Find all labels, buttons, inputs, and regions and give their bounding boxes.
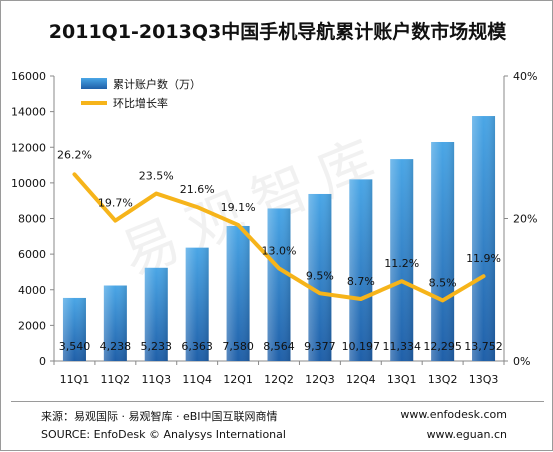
bar-value-label: 3,540 xyxy=(59,340,91,353)
legend-bar-label: 累计账户数（万） xyxy=(113,77,201,91)
footer-divider xyxy=(11,401,544,402)
line-value-label: 19.7% xyxy=(98,197,133,210)
line-value-label: 13.0% xyxy=(262,244,297,257)
footer-url-enfodesk[interactable]: www.enfodesk.com xyxy=(400,408,507,421)
line-value-label: 23.5% xyxy=(139,170,174,183)
bar-shading xyxy=(390,159,414,361)
x-tick-label: 11Q2 xyxy=(101,373,131,386)
line-value-label: 8.7% xyxy=(347,275,375,288)
x-tick-label: 12Q3 xyxy=(305,373,335,386)
line-value-label: 26.2% xyxy=(57,148,92,161)
y-left-tick-label: 2000 xyxy=(18,319,46,332)
bar-value-label: 5,233 xyxy=(141,340,173,353)
legend-line-label: 环比增长率 xyxy=(113,96,168,110)
bar-shading xyxy=(144,267,168,361)
bar-value-label: 6,363 xyxy=(181,340,213,353)
line-value-label: 11.2% xyxy=(384,257,419,270)
bar-value-label: 8,564 xyxy=(263,340,295,353)
x-tick-label: 11Q1 xyxy=(60,373,90,386)
line-value-label: 9.5% xyxy=(306,269,334,282)
y-left-tick-label: 4000 xyxy=(18,284,46,297)
chart-title: 2011Q1-2013Q3中国手机导航累计账户数市场规模 xyxy=(48,21,507,43)
bar-shading xyxy=(472,116,496,361)
y-left-tick-label: 8000 xyxy=(18,213,46,226)
x-tick-label: 11Q3 xyxy=(141,373,171,386)
bar-value-label: 11,334 xyxy=(382,340,421,353)
bar-value-label: 13,752 xyxy=(464,340,503,353)
x-tick-label: 12Q4 xyxy=(346,373,376,386)
bar-shading xyxy=(431,141,455,361)
footer-url-eguan[interactable]: www.eguan.cn xyxy=(426,428,507,441)
legend: 累计账户数（万） 环比增长率 xyxy=(81,77,201,110)
x-tick-label: 12Q1 xyxy=(223,373,253,386)
data-labels: 3,540 4,238 5,233 6,363 7,580 8,564 9,377 10,19… xyxy=(57,148,503,353)
bar-shading xyxy=(185,247,209,361)
line-value-label: 21.6% xyxy=(180,183,215,196)
y-left-tick-label: 6000 xyxy=(18,248,46,261)
axes: 0 2000 4000 6000 8000 10000 12000 14000 16000 0% 2… xyxy=(11,70,537,386)
y-left-tick-label: 12000 xyxy=(11,141,46,154)
y-right-tick-label: 40% xyxy=(513,70,537,83)
x-tick-label: 13Q1 xyxy=(387,373,417,386)
y-left-tick-label: 16000 xyxy=(11,70,46,83)
bar-value-label: 12,295 xyxy=(423,340,462,353)
x-tick-label: 13Q3 xyxy=(469,373,499,386)
bar-shading xyxy=(349,179,373,361)
line-value-label: 11.9% xyxy=(466,252,501,265)
bar-value-label: 4,238 xyxy=(100,340,132,353)
x-tick-label: 13Q2 xyxy=(428,373,458,386)
growth-line-path xyxy=(72,172,486,303)
bar-value-label: 9,377 xyxy=(304,340,336,353)
bar-shading xyxy=(226,225,250,361)
bar-shading xyxy=(103,285,127,361)
line-value-label: 8.5% xyxy=(429,276,457,289)
bar-shading xyxy=(62,297,86,361)
bar-shading xyxy=(267,208,291,361)
legend-bar-swatch xyxy=(81,78,107,89)
x-tick-label: 11Q4 xyxy=(182,373,212,386)
footer-source-cn: 来源：易观国际 · 易观智库 · eBI中国互联网商情 xyxy=(41,410,278,423)
y-left-tick-label: 0 xyxy=(39,355,46,368)
footer-source-en: SOURCE: EnfoDesk © Analysys Internationa… xyxy=(41,428,286,441)
y-right-tick-label: 0% xyxy=(513,355,530,368)
bar-value-label: 10,197 xyxy=(342,340,381,353)
bar-value-label: 7,580 xyxy=(222,340,254,353)
line-value-label: 19.1% xyxy=(221,201,256,214)
growth-line xyxy=(72,172,486,303)
y-left-tick-label: 10000 xyxy=(11,177,46,190)
x-tick-label: 12Q2 xyxy=(264,373,294,386)
bars xyxy=(62,116,496,361)
bar-shading xyxy=(308,193,332,361)
y-right-tick-label: 20% xyxy=(513,213,537,226)
y-left-tick-label: 14000 xyxy=(11,106,46,119)
